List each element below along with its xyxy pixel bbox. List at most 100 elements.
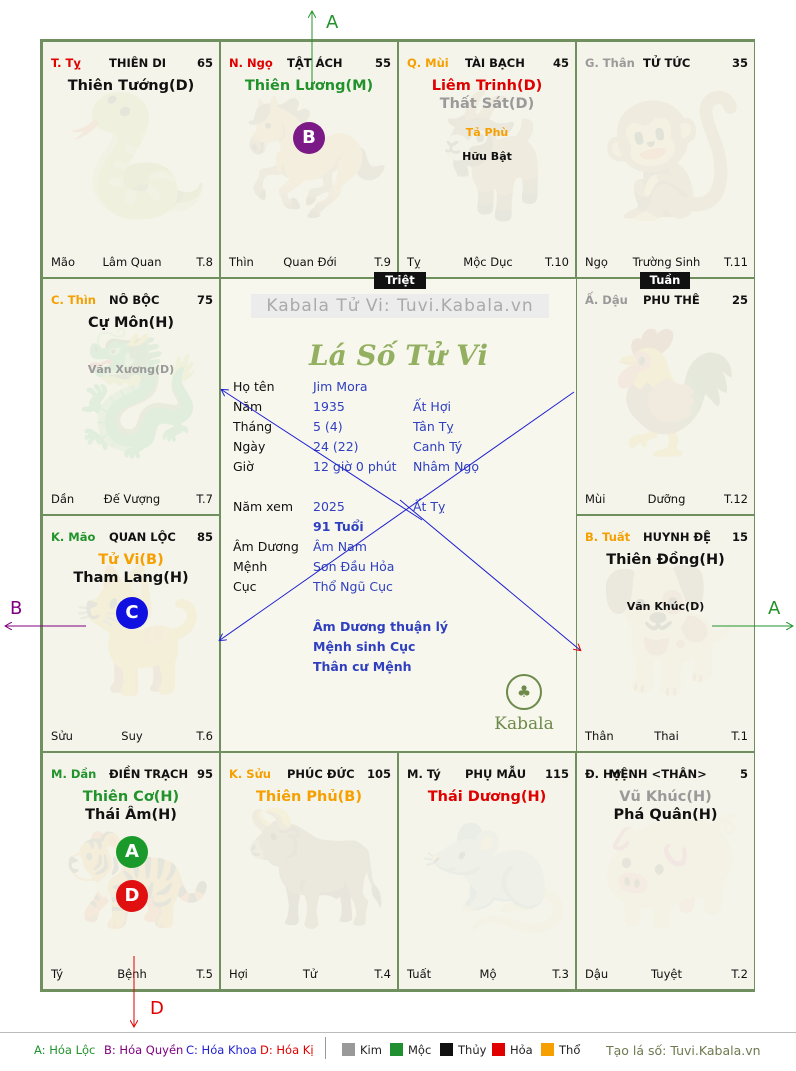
palace-number: 105 xyxy=(366,767,391,781)
can-chi: B. Tuất xyxy=(585,530,631,544)
monkey-icon: 🐒 xyxy=(597,87,747,226)
foot-stage: Dưỡng xyxy=(647,492,686,506)
goat-icon: 🐐 xyxy=(419,87,569,226)
palace-cell-mui[interactable]: 🐐 Q. Mùi TÀI BẠCH 45 Liêm Trinh(D) Thất Sá… xyxy=(398,41,576,278)
palace-name: TẬT ÁCH xyxy=(287,56,343,70)
foot-branch: Mùi xyxy=(585,492,606,506)
can-chi: Q. Mùi xyxy=(407,56,449,70)
palace-number: 115 xyxy=(544,767,569,781)
palace-cell-dau[interactable]: 🐓 Ấ. Dậu PHU THÊ 25 Mùi Dưỡng T.12 xyxy=(576,278,755,515)
palace-name: HUYNH ĐỆ xyxy=(643,530,712,544)
dragon-icon: 🐉 xyxy=(63,324,213,463)
menh-label: Mệnh xyxy=(233,559,268,574)
hoa-swatch xyxy=(492,1043,505,1056)
palace-cell-mao[interactable]: 🐈 K. Mão QUAN LỘC 85 Tử Vi(B) Tham Lang(H)… xyxy=(42,515,220,752)
center-info-panel: Kabala Tử Vi: Tuvi.Kabala.vn Lá Số Tử Vi… xyxy=(220,278,577,752)
foot-index: T.1 xyxy=(731,729,748,743)
arrow-label-b: B xyxy=(10,598,23,619)
main-star-1: Tử Vi(B) xyxy=(98,552,164,568)
horse-icon: 🐎 xyxy=(241,87,391,226)
snake-icon: 🐍 xyxy=(63,87,213,226)
note-2: Mệnh sinh Cục xyxy=(313,639,416,654)
palace-cell-dan[interactable]: 🐅 M. Dần ĐIỀN TRẠCH 95 Thiên Cơ(H) Thái Âm… xyxy=(42,752,220,990)
foot-stage: Tử xyxy=(302,967,318,981)
foot-index: T.2 xyxy=(731,967,748,981)
can-chi: M. Tý xyxy=(407,767,441,781)
arrow-label-d-bottom: D xyxy=(150,998,164,1019)
foot-branch: Hợi xyxy=(229,967,248,981)
palace-cell-ngo[interactable]: 🐎 N. Ngọ TẬT ÁCH 55 Thiên Lương(M) B Thìn Q… xyxy=(220,41,398,278)
pig-icon: 🐖 xyxy=(597,798,747,937)
palace-name: PHỤ MẪU xyxy=(465,767,527,781)
foot-index: T.5 xyxy=(196,967,213,981)
palace-name: QUAN LỘC xyxy=(109,530,176,544)
can-chi: K. Mão xyxy=(51,530,96,544)
age-value: 91 Tuổi xyxy=(313,519,364,534)
foot-branch: Tý xyxy=(51,967,64,981)
day-value: 24 (22) xyxy=(313,439,359,454)
can-chi: Ấ. Dậu xyxy=(585,293,628,307)
hour-canchi: Nhâm Ngọ xyxy=(413,459,480,474)
foot-stage: Mộc Dục xyxy=(463,255,513,269)
main-star: Thái Dương(H) xyxy=(427,789,547,805)
view-year-canchi: Ất Tỵ xyxy=(413,499,446,514)
main-star-1: Liêm Trinh(D) xyxy=(431,78,543,94)
month-value: 5 (4) xyxy=(313,419,343,434)
note-1: Âm Dương thuận lý xyxy=(313,619,449,634)
palace-cell-suu[interactable]: 🐂 K. Sửu PHÚC ĐỨC 105 Thiên Phủ(B) Hợi Tử T.… xyxy=(220,752,398,990)
legend-tho: Thổ xyxy=(541,1043,580,1057)
palace-cell-thin[interactable]: 🐉 C. Thìn NÔ BỘC 75 Cự Môn(H) Văn Xương(D)… xyxy=(42,278,220,515)
foot-index: T.4 xyxy=(374,967,391,981)
palace-name: ĐIỀN TRẠCH xyxy=(109,767,189,781)
minor-star-1: Tả Phù xyxy=(465,126,509,139)
hour-value: 12 giờ 0 phút xyxy=(313,459,397,474)
foot-stage: Bệnh xyxy=(117,967,147,981)
palace-cell-ty-bottom[interactable]: 🐀 M. Tý PHỤ MẪU 115 Thái Dương(H) Tuất Mộ T.… xyxy=(398,752,576,990)
palace-cell-ty[interactable]: 🐍 T. Tỵ THIÊN DI 65 Thiên Tướng(D) Mão Lâm … xyxy=(42,41,220,278)
site-link[interactable]: Tạo lá số: Tuvi.Kabala.vn xyxy=(606,1043,761,1058)
legend-hoa-loc: A: Hóa Lộc xyxy=(34,1043,96,1057)
foot-branch: Thân xyxy=(585,729,614,743)
thuy-label: Thủy xyxy=(458,1043,487,1057)
palace-cell-hoi[interactable]: 🐖 Đ. Hợi MỆNH <THÂN> 5 Vũ Khúc(H) Phá Quân… xyxy=(576,752,755,990)
month-canchi: Tân Tỵ xyxy=(413,419,454,434)
can-chi: G. Thân xyxy=(585,56,635,70)
amduong-value: Âm Nam xyxy=(313,539,367,554)
palace-name: THIÊN DI xyxy=(109,56,167,70)
minor-star-2: Hữu Bật xyxy=(462,150,512,163)
can-chi: K. Sửu xyxy=(229,767,271,781)
foot-index: T.6 xyxy=(196,729,213,743)
hour-label: Giờ xyxy=(233,459,254,474)
foot-stage: Thai xyxy=(654,729,679,743)
moc-label: Mộc xyxy=(408,1043,432,1057)
palace-cell-than[interactable]: 🐒 G. Thân TỬ TỨC 35 Ngọ Trường Sinh T.11 xyxy=(576,41,755,278)
tree-icon: ♣ xyxy=(506,674,542,710)
palace-name: PHÚC ĐỨC xyxy=(287,767,355,781)
tuan-tag: Tuần xyxy=(640,272,690,289)
arrow-label-a-top: A xyxy=(326,12,339,33)
thuy-swatch xyxy=(440,1043,453,1056)
main-star-2: Tham Lang(H) xyxy=(73,570,189,586)
main-star-1: Vũ Khúc(H) xyxy=(619,789,712,805)
palace-number: 25 xyxy=(731,293,748,307)
rat-icon: 🐀 xyxy=(419,798,569,937)
triet-tag: Triệt xyxy=(374,272,426,289)
palace-number: 95 xyxy=(196,767,213,781)
main-star: Thiên Phủ(B) xyxy=(256,789,362,805)
palace-number: 15 xyxy=(731,530,748,544)
tiger-icon: 🐅 xyxy=(63,798,213,937)
foot-branch: Ngọ xyxy=(585,255,608,269)
can-chi: C. Thìn xyxy=(51,293,96,307)
moc-swatch xyxy=(390,1043,403,1056)
foot-stage: Suy xyxy=(121,729,143,743)
foot-stage: Trường Sinh xyxy=(632,255,701,269)
minor-star: Văn Xương(D) xyxy=(87,363,175,376)
main-star: Thiên Đồng(H) xyxy=(606,552,725,568)
foot-index: T.10 xyxy=(545,255,569,269)
palace-cell-tuat[interactable]: 🐕 B. Tuất HUYNH ĐỆ 15 Thiên Đồng(H) Văn Kh… xyxy=(576,515,755,752)
cuc-label: Cục xyxy=(233,579,257,594)
foot-branch: Tuất xyxy=(407,967,432,981)
main-star-1: Thiên Cơ(H) xyxy=(82,789,180,805)
foot-stage: Mộ xyxy=(479,967,497,981)
palace-name: NÔ BỘC xyxy=(109,293,160,307)
